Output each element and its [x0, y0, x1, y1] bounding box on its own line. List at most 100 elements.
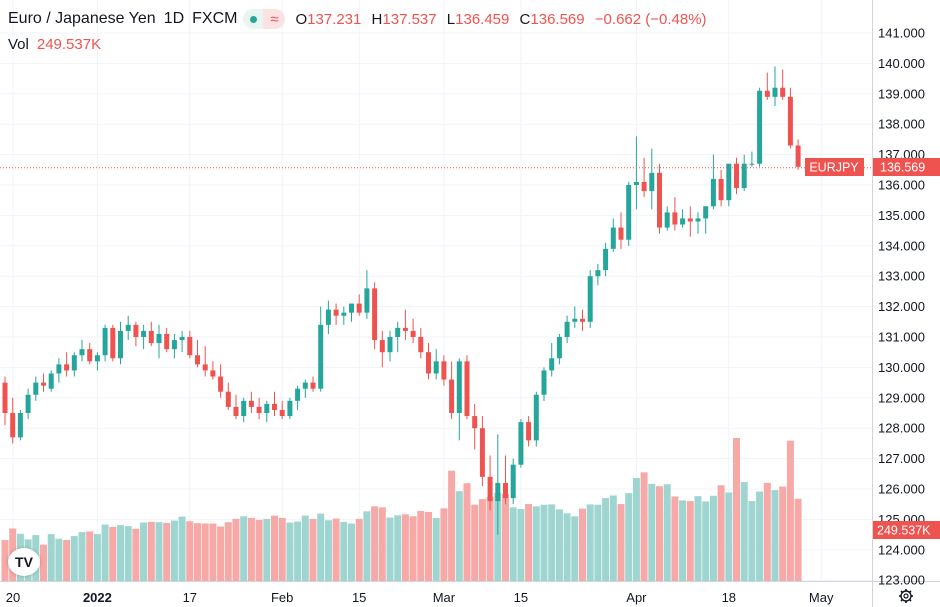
candle-body — [279, 409, 285, 417]
candle-body — [618, 227, 624, 240]
candle-body — [295, 388, 301, 401]
candle-body — [680, 218, 686, 225]
interval-label[interactable]: 1D — [163, 10, 185, 27]
candle-body — [387, 337, 393, 353]
volume-bar — [109, 526, 117, 581]
volume-bar — [756, 491, 764, 581]
volume-bar — [194, 523, 201, 581]
candle-body — [241, 400, 247, 417]
candle-body — [102, 327, 108, 356]
price-tick-label: 134.000 — [878, 238, 925, 253]
volume-bar — [532, 506, 540, 581]
volume-bar — [609, 495, 617, 581]
volume-bar — [209, 523, 217, 581]
volume-legend: Vol 249.537K — [8, 36, 101, 53]
price-axis[interactable]: 141.000140.000139.000138.000137.000136.0… — [878, 26, 925, 588]
volume-bar — [286, 522, 294, 581]
close-label: C — [519, 10, 531, 28]
volume-bar — [378, 507, 386, 581]
price-tick-label: 135.000 — [878, 208, 925, 223]
volume-bar — [648, 483, 656, 581]
volume-bar — [563, 513, 571, 581]
candle-body — [580, 318, 585, 322]
candle-body — [94, 355, 100, 362]
candle-body — [449, 379, 455, 413]
gear-icon[interactable] — [899, 589, 913, 603]
candle-body — [395, 327, 401, 337]
volume-bar — [679, 500, 687, 581]
time-axis[interactable]: 20 2022 17 Feb 15 Mar 15 Apr 18 May — [6, 590, 834, 605]
volume-bar — [463, 483, 471, 581]
volume-bar — [502, 494, 509, 581]
candle-body — [25, 394, 31, 413]
candle-body — [118, 330, 123, 359]
symbol-price-tag: EURJPY 136.569 — [805, 158, 940, 176]
volume-label[interactable]: Vol — [8, 36, 29, 53]
candle-body — [749, 163, 755, 165]
volume-bar — [332, 518, 340, 581]
volume-bar — [101, 524, 109, 581]
candle-body — [772, 87, 778, 97]
volume-bar — [63, 540, 71, 581]
candle-body — [664, 212, 670, 228]
volume-bar — [794, 498, 802, 581]
volume-bar — [625, 493, 633, 581]
time-tick-label: 2022 — [83, 590, 112, 605]
time-tick-label: Feb — [271, 590, 293, 605]
volume-bar — [401, 514, 409, 581]
open-label: O — [295, 10, 308, 28]
volume-bar — [702, 501, 710, 581]
volume-bar — [779, 486, 787, 581]
candle-body — [549, 358, 555, 371]
price-tick-label: 131.000 — [878, 330, 925, 345]
status-badges[interactable]: ≈ — [243, 9, 286, 29]
candle-body — [726, 163, 732, 201]
candle-body — [503, 482, 508, 499]
candle-body — [71, 355, 77, 371]
candle-body — [518, 422, 524, 465]
candle-body — [495, 482, 501, 502]
price-tick-label: 141.000 — [878, 26, 925, 41]
candle-body — [741, 163, 747, 189]
price-tick-label: 138.000 — [878, 117, 925, 132]
volume-bar — [686, 501, 694, 581]
volume-bar — [263, 518, 271, 581]
candle-body — [649, 172, 655, 192]
volume-value: 249.537K — [36, 36, 102, 53]
candle-body — [17, 413, 23, 438]
volume-bar — [709, 495, 717, 581]
candle-body — [164, 333, 170, 350]
candle-body — [433, 361, 439, 374]
volume-bar — [448, 470, 456, 581]
volume-bar — [602, 498, 610, 581]
candle-body — [479, 428, 485, 477]
tradingview-logo-icon[interactable]: TV — [8, 548, 40, 576]
candle-body — [764, 90, 770, 97]
ohlc-values: O137.231 H137.537 L136.459 C136.569 −0.6… — [295, 11, 712, 28]
volume-bar — [155, 522, 163, 581]
volume-bar — [70, 536, 78, 581]
close-value: 136.569 — [530, 10, 585, 28]
volume-bar — [486, 497, 494, 581]
volume-bar — [740, 481, 748, 581]
candle-body — [210, 370, 216, 377]
candle-body — [56, 364, 62, 374]
volume-bar — [224, 522, 232, 581]
volume-bar — [663, 484, 671, 581]
volume-bar — [409, 516, 417, 581]
price-tick-label: 133.000 — [878, 269, 925, 284]
volume-bar — [232, 518, 240, 581]
symbol-title[interactable]: Euro / Japanese Yen — [8, 10, 156, 27]
high-value: 137.537 — [382, 10, 437, 28]
candle-body — [572, 318, 578, 322]
candle-body — [179, 337, 185, 341]
source-label: FXCM — [192, 10, 238, 27]
volume-bar — [432, 517, 440, 581]
candle-body — [156, 333, 162, 344]
change-value: −0.662 (−0.48%) — [594, 10, 707, 28]
symbol-tag-label: EURJPY — [809, 161, 859, 175]
volume-bar — [324, 520, 332, 581]
volume-bar — [132, 528, 140, 581]
time-tick-label: 15 — [514, 590, 528, 605]
